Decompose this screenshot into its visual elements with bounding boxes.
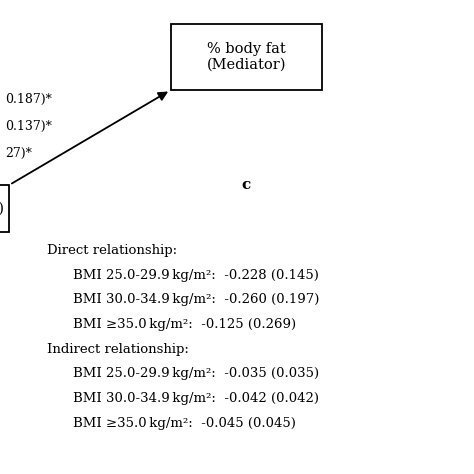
Text: Direct relationship:: Direct relationship: <box>47 244 178 257</box>
Text: BMI 25.0-29.9 kg/m²:  -0.035 (0.035): BMI 25.0-29.9 kg/m²: -0.035 (0.035) <box>73 367 319 380</box>
Text: BMI 30.0-34.9 kg/m²:  -0.042 (0.042): BMI 30.0-34.9 kg/m²: -0.042 (0.042) <box>73 392 319 405</box>
Text: BMI 30.0-34.9 kg/m²:  -0.260 (0.197): BMI 30.0-34.9 kg/m²: -0.260 (0.197) <box>73 293 320 306</box>
Text: 27)*: 27)* <box>5 147 32 160</box>
Text: c: c <box>242 178 251 192</box>
Text: % body fat
(Mediator): % body fat (Mediator) <box>207 42 286 72</box>
Text: BMI ≥35.0 kg/m²:  -0.045 (0.045): BMI ≥35.0 kg/m²: -0.045 (0.045) <box>73 417 296 429</box>
Text: 0.137)*: 0.137)* <box>5 120 52 133</box>
Text: BMI ≥35.0 kg/m²:  -0.125 (0.269): BMI ≥35.0 kg/m²: -0.125 (0.269) <box>73 318 297 331</box>
Text: BMI 25.0-29.9 kg/m²:  -0.228 (0.145): BMI 25.0-29.9 kg/m²: -0.228 (0.145) <box>73 269 319 282</box>
Text: Indirect relationship:: Indirect relationship: <box>47 343 189 356</box>
FancyBboxPatch shape <box>171 24 322 90</box>
FancyBboxPatch shape <box>0 185 9 232</box>
Text: 0.187)*: 0.187)* <box>5 93 52 106</box>
Text: le): le) <box>0 201 5 216</box>
